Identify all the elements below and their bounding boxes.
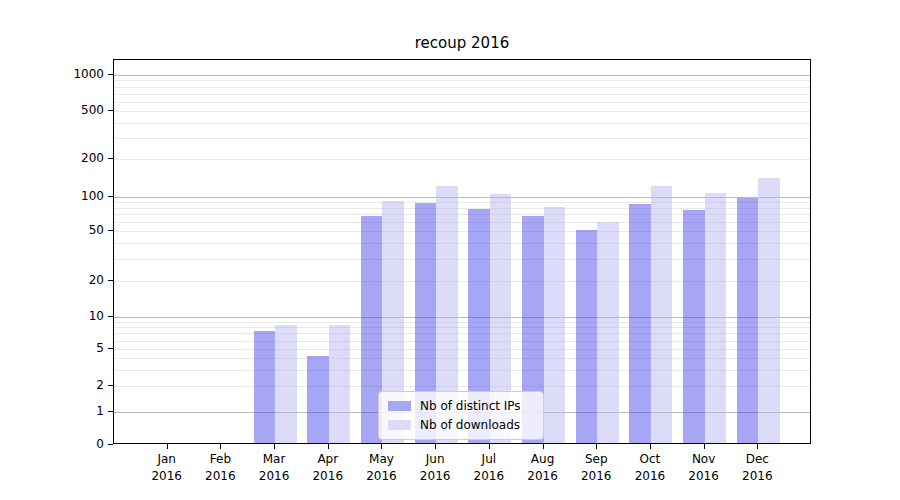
x-tick-mark <box>167 444 168 449</box>
minor-gridline <box>114 138 810 139</box>
legend: Nb of distinct IPs Nb of downloads <box>378 391 544 440</box>
y-tick-mark <box>108 74 113 75</box>
y-tick-mark <box>108 110 113 111</box>
x-tick-month: Dec <box>715 451 799 468</box>
bar-distinct-ips <box>683 210 705 444</box>
y-tick-mark <box>108 348 113 349</box>
legend-label-distinct-ips: Nb of distinct IPs <box>420 399 521 413</box>
plot-area <box>113 59 811 444</box>
bar-downloads <box>275 325 297 443</box>
chart-title: recoup 2016 <box>113 34 811 52</box>
x-tick-mark <box>489 444 490 449</box>
y-tick-mark <box>108 316 113 317</box>
x-tick-mark <box>328 444 329 449</box>
x-tick-mark <box>596 444 597 449</box>
y-tick-mark <box>108 230 113 231</box>
chart: recoup 2016 01251020501002005001000 Jan2… <box>0 0 900 500</box>
legend-label-downloads: Nb of downloads <box>420 418 520 432</box>
legend-swatch-downloads <box>388 420 411 430</box>
minor-gridline <box>114 159 810 160</box>
major-gridline <box>114 75 810 76</box>
x-tick-mark <box>435 444 436 449</box>
bar-downloads <box>651 186 673 443</box>
y-axis-tick-label: 100 <box>9 189 104 203</box>
minor-gridline <box>114 80 810 81</box>
bar-distinct-ips <box>737 198 759 443</box>
bar-downloads <box>758 178 780 443</box>
y-tick-mark <box>108 444 113 445</box>
bar-distinct-ips <box>307 356 329 443</box>
x-tick-mark <box>704 444 705 449</box>
y-axis-tick-label: 0 <box>9 437 104 451</box>
y-axis-tick-label: 50 <box>9 223 104 237</box>
bar-distinct-ips <box>576 230 598 443</box>
y-tick-mark <box>108 280 113 281</box>
y-axis-tick-label: 5 <box>9 341 104 355</box>
y-axis-tick-label: 10 <box>9 309 104 323</box>
legend-item-downloads: Nb of downloads <box>388 418 534 432</box>
y-axis-tick-label: 1 <box>9 404 104 418</box>
x-tick-mark <box>543 444 544 449</box>
minor-gridline <box>114 87 810 88</box>
x-tick-year: 2016 <box>715 468 799 485</box>
y-tick-mark <box>108 385 113 386</box>
minor-gridline <box>114 94 810 95</box>
x-tick-mark <box>650 444 651 449</box>
bar-downloads <box>597 222 619 443</box>
y-axis-tick-label: 2 <box>9 378 104 392</box>
x-tick-mark <box>757 444 758 449</box>
bar-downloads <box>329 325 351 443</box>
y-tick-mark <box>108 411 113 412</box>
x-tick-mark <box>274 444 275 449</box>
bar-downloads <box>544 207 566 443</box>
y-axis-tick-label: 20 <box>9 273 104 287</box>
x-axis-tick-label: Dec2016 <box>715 451 799 485</box>
bar-distinct-ips <box>254 331 276 443</box>
minor-gridline <box>114 111 810 112</box>
y-tick-mark <box>108 196 113 197</box>
y-axis-tick-label: 200 <box>9 151 104 165</box>
legend-swatch-distinct-ips <box>388 401 411 411</box>
minor-gridline <box>114 123 810 124</box>
x-tick-mark <box>381 444 382 449</box>
bar-distinct-ips <box>629 204 651 443</box>
bar-downloads <box>705 193 727 443</box>
x-tick-mark <box>220 444 221 449</box>
y-axis-tick-label: 1000 <box>9 67 104 81</box>
y-axis-tick-label: 500 <box>9 103 104 117</box>
y-tick-mark <box>108 158 113 159</box>
legend-item-distinct-ips: Nb of distinct IPs <box>388 399 534 413</box>
minor-gridline <box>114 102 810 103</box>
